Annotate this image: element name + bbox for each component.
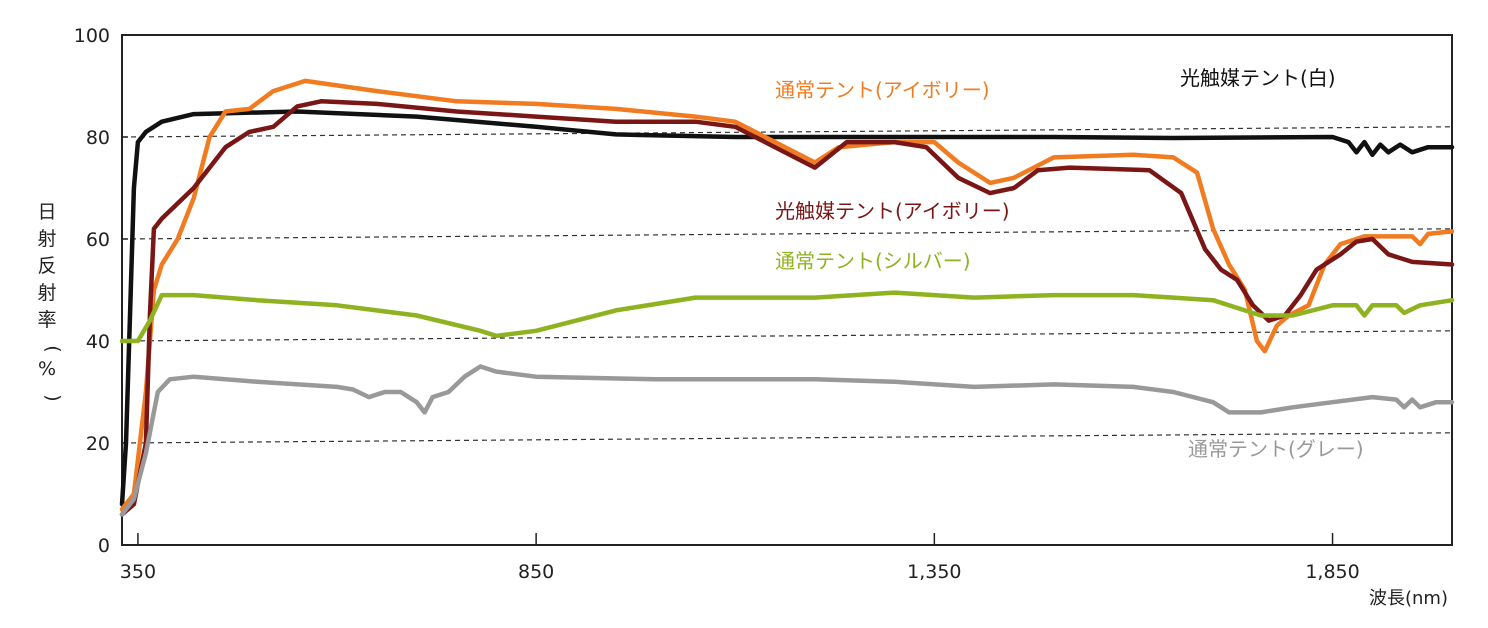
y-axis-ticks: 0 20 40 60 80 100 bbox=[74, 25, 128, 557]
guide-line bbox=[121, 432, 1453, 444]
guide-line bbox=[121, 126, 1453, 138]
y-tick-label: 40 bbox=[86, 331, 110, 353]
guide-lines bbox=[121, 126, 1453, 444]
y-tick-label: 80 bbox=[86, 127, 110, 149]
y-axis-label-char: ) bbox=[42, 394, 64, 401]
series-line-0 bbox=[119, 109, 1455, 507]
series-line-1 bbox=[119, 78, 1455, 512]
y-axis-label-char: 射 bbox=[37, 228, 56, 250]
series-line-3 bbox=[119, 290, 1455, 344]
y-tick-label: 60 bbox=[86, 229, 110, 251]
x-axis-ticks: 350 850 1,350 1,850 bbox=[120, 533, 1360, 583]
series-lines bbox=[119, 78, 1455, 517]
y-tick-label: 20 bbox=[86, 433, 110, 455]
x-axis-label: 波長(nm) bbox=[1369, 588, 1448, 609]
y-axis-label-char: ( bbox=[42, 345, 64, 352]
y-axis-label-char: 日 bbox=[37, 201, 56, 223]
series-line-4 bbox=[119, 364, 1455, 517]
x-tick-label: 850 bbox=[518, 561, 554, 583]
series-line-2 bbox=[119, 99, 1455, 517]
series-label-0: 光触媒テント(白) bbox=[1180, 66, 1336, 90]
y-axis-label-char: 率 bbox=[37, 309, 56, 331]
series-label-2: 光触媒テント(アイボリー) bbox=[775, 199, 1010, 223]
guide-line bbox=[121, 228, 1453, 240]
series-label-1: 通常テント(アイボリー) bbox=[775, 78, 990, 102]
y-axis-label-char: % bbox=[38, 358, 56, 380]
guide-line bbox=[121, 330, 1453, 342]
series-labels: 光触媒テント(白) 通常テント(アイボリー) 光触媒テント(アイボリー) 通常テント(… bbox=[775, 66, 1364, 461]
x-tick-label: 1,850 bbox=[1305, 561, 1359, 583]
y-axis-label-char: 反 bbox=[37, 255, 56, 277]
y-tick-label: 100 bbox=[74, 25, 110, 47]
y-tick-label: 0 bbox=[98, 535, 110, 557]
x-tick-label: 1,350 bbox=[907, 561, 961, 583]
plot-frame bbox=[121, 34, 1453, 546]
x-tick-label: 350 bbox=[120, 561, 156, 583]
series-label-4: 通常テント(グレー) bbox=[1188, 437, 1364, 461]
series-label-3: 通常テント(シルバー) bbox=[775, 249, 971, 273]
y-axis-label-char: 射 bbox=[37, 282, 56, 304]
